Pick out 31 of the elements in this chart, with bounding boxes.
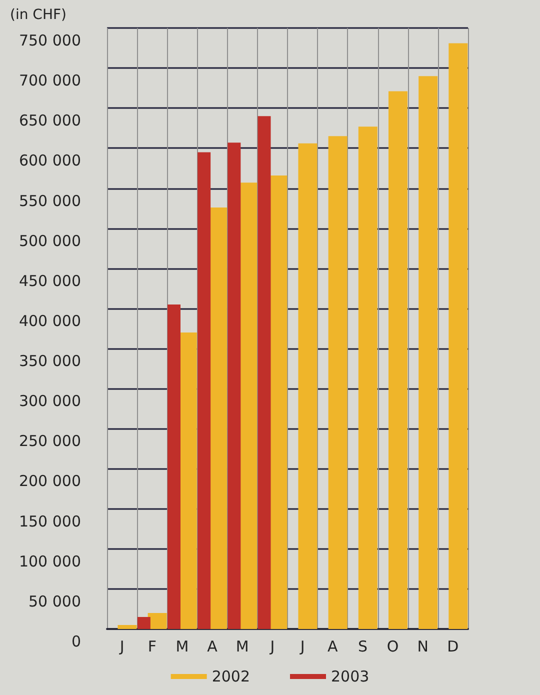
x-tick-label: F: [148, 638, 156, 656]
legend-label: 2003: [331, 668, 370, 686]
y-tick-label: 750 000: [18, 32, 81, 50]
x-tick-label: M: [176, 638, 189, 656]
y-tick-label: 300 000: [18, 392, 81, 410]
x-tick-label: A: [327, 638, 338, 656]
y-tick-label: 150 000: [18, 512, 81, 530]
y-tick-label: 600 000: [18, 152, 81, 170]
y-tick-label: 250 000: [18, 432, 81, 450]
y-tick-label: 50 000: [28, 592, 81, 610]
y-tick-label: 700 000: [18, 72, 81, 90]
x-tick-label: O: [386, 638, 399, 656]
x-tick-label: J: [299, 638, 305, 656]
x-tick-label: M: [236, 638, 249, 656]
x-tick-label: S: [358, 638, 368, 656]
x-tick-label: A: [207, 638, 218, 656]
y-tick-label: 550 000: [18, 192, 81, 210]
legend-label: 2002: [212, 668, 250, 686]
y-tick-label: 350 000: [18, 352, 81, 370]
y-tick-label: 400 000: [18, 312, 81, 330]
x-tick-label: J: [118, 638, 124, 656]
x-tick-label: J: [269, 638, 275, 656]
x-tick-label: N: [417, 638, 428, 656]
y-axis-title: (in CHF): [10, 7, 66, 23]
y-tick-label: 500 000: [18, 232, 81, 250]
y-tick-label: 200 000: [18, 472, 81, 490]
y-tick-label: 650 000: [18, 112, 81, 130]
y-tick-label: 450 000: [18, 272, 81, 290]
y-tick-label: 0: [71, 632, 81, 650]
y-tick-label: 100 000: [18, 552, 81, 570]
x-tick-label: D: [447, 638, 459, 656]
